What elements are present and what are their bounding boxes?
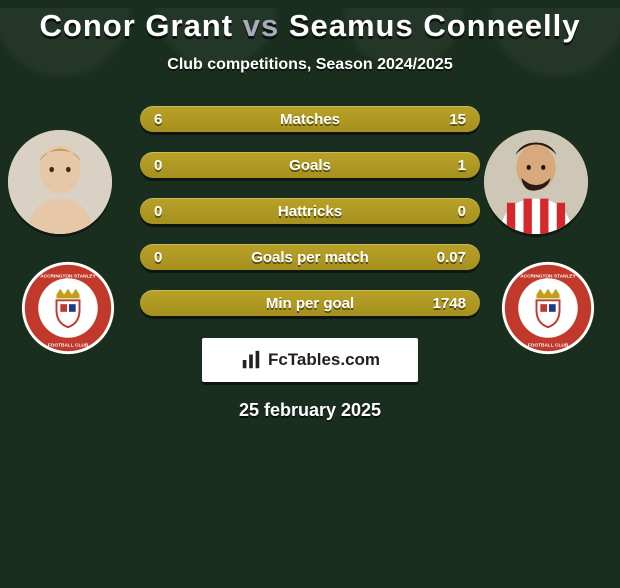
brand-link[interactable]: FcTables.com xyxy=(202,338,418,382)
stat-label: Min per goal xyxy=(266,295,354,312)
stat-p2: 0.07 xyxy=(437,244,466,270)
comparison-card: Conor Grant vs Seamus Conneelly Club com… xyxy=(0,8,620,588)
svg-text:ACCRINGTON STANLEY: ACCRINGTON STANLEY xyxy=(40,273,96,279)
crest-icon: ACCRINGTON STANLEY FOOTBALL CLUB xyxy=(500,260,596,356)
club-crest-player1: ACCRINGTON STANLEY FOOTBALL CLUB xyxy=(20,260,116,356)
svg-text:FOOTBALL CLUB: FOOTBALL CLUB xyxy=(48,342,89,348)
title-player1: Conor Grant xyxy=(40,8,234,43)
stat-label: Goals xyxy=(289,157,331,174)
date: 25 february 2025 xyxy=(0,400,620,421)
brand-text: FcTables.com xyxy=(268,350,380,370)
bar-chart-icon xyxy=(240,349,262,371)
stat-row: 0 Goals per match 0.07 xyxy=(140,244,480,270)
avatar-player2 xyxy=(484,130,588,234)
stat-p1: 0 xyxy=(154,152,162,178)
stat-p1: 6 xyxy=(154,106,162,132)
avatar-player1 xyxy=(8,130,112,234)
svg-text:FOOTBALL CLUB: FOOTBALL CLUB xyxy=(528,342,569,348)
stat-p1: 0 xyxy=(154,198,162,224)
stat-p2: 0 xyxy=(458,198,466,224)
stat-row: 6 Matches 15 xyxy=(140,106,480,132)
person-icon xyxy=(8,130,112,234)
title-vs: vs xyxy=(243,8,279,43)
stat-p2: 1 xyxy=(458,152,466,178)
stat-row: 0 Hattricks 0 xyxy=(140,198,480,224)
stat-label: Hattricks xyxy=(278,203,342,220)
svg-text:ACCRINGTON STANLEY: ACCRINGTON STANLEY xyxy=(520,273,576,279)
stat-label: Goals per match xyxy=(251,249,369,266)
stat-label: Matches xyxy=(280,111,340,128)
stat-row: Min per goal 1748 xyxy=(140,290,480,316)
page-title: Conor Grant vs Seamus Conneelly xyxy=(0,8,620,44)
subtitle: Club competitions, Season 2024/2025 xyxy=(0,56,620,74)
club-crest-player2: ACCRINGTON STANLEY FOOTBALL CLUB xyxy=(500,260,596,356)
stat-p2: 15 xyxy=(449,106,466,132)
person-icon xyxy=(484,130,588,234)
stat-bars: 6 Matches 15 0 Goals 1 0 Hattricks 0 0 G… xyxy=(140,106,480,316)
stat-p1: 0 xyxy=(154,244,162,270)
stat-p2: 1748 xyxy=(433,290,466,316)
stat-row: 0 Goals 1 xyxy=(140,152,480,178)
crest-icon: ACCRINGTON STANLEY FOOTBALL CLUB xyxy=(20,260,116,356)
title-player2: Seamus Conneelly xyxy=(289,8,581,43)
